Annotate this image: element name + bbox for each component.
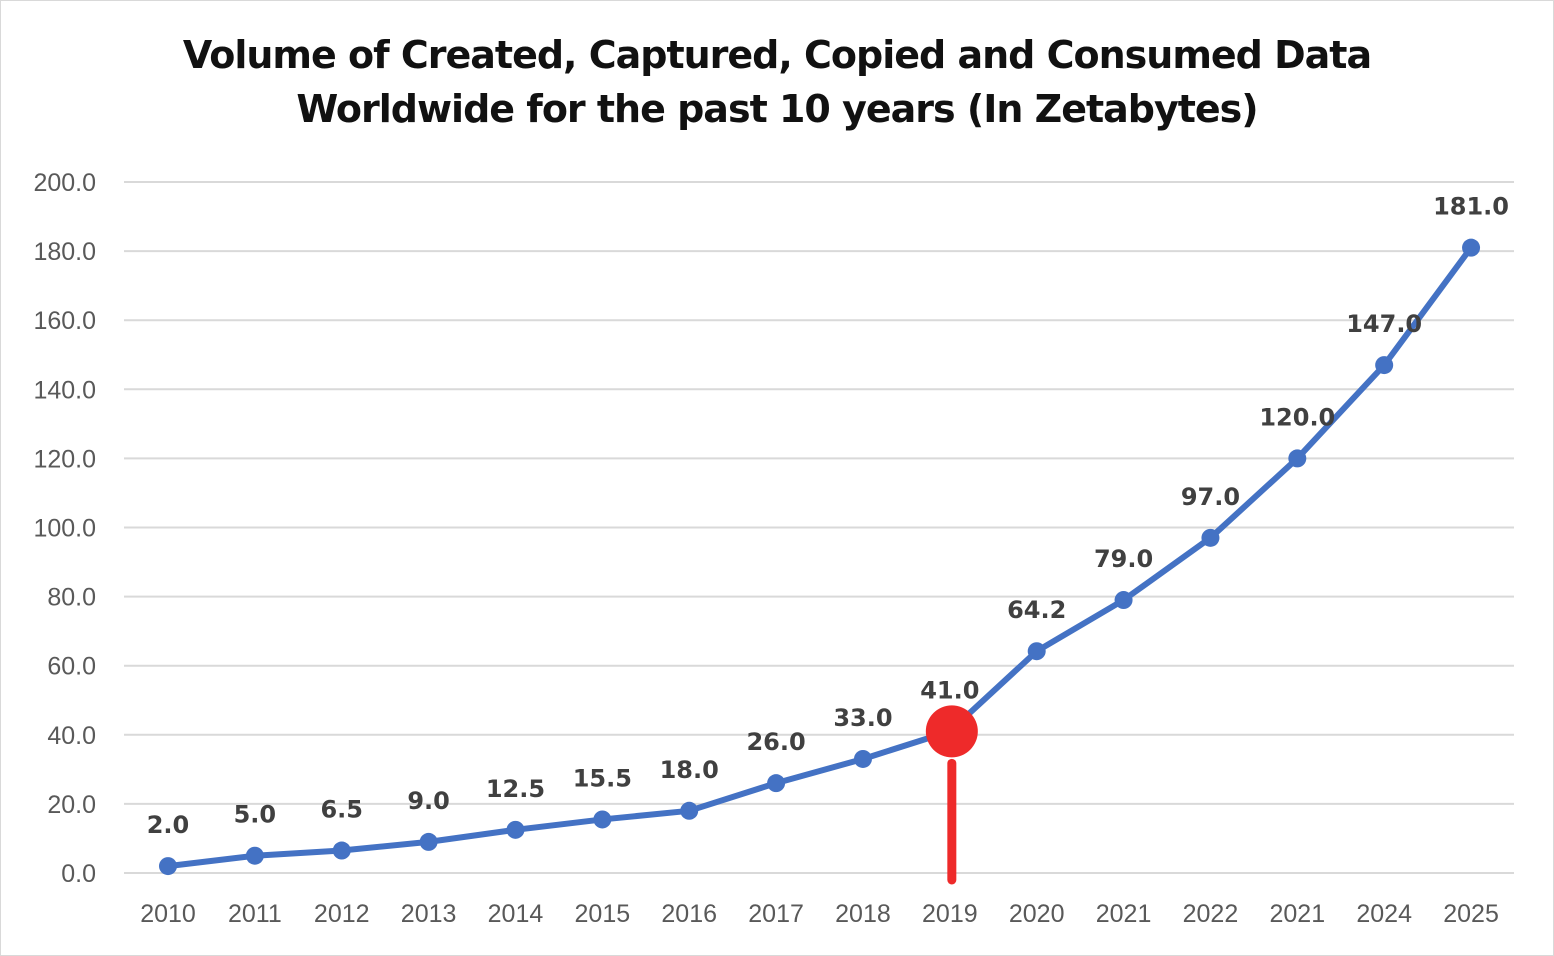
- data-label: 6.5: [320, 796, 363, 824]
- data-label: 18.0: [660, 756, 719, 784]
- y-tick-label: 200.0: [33, 169, 96, 197]
- series-line: [165, 244, 1475, 870]
- data-label: 79.0: [1094, 545, 1153, 573]
- data-label: 9.0: [407, 787, 450, 815]
- x-tick-label: 2019: [922, 900, 978, 928]
- y-tick-label: 40.0: [47, 722, 96, 750]
- y-tick-label: 140.0: [33, 376, 96, 404]
- data-point: [1027, 642, 1046, 661]
- data-point: [159, 857, 177, 876]
- data-label: 181.0: [1433, 193, 1509, 221]
- data-point: [1114, 591, 1133, 610]
- x-tick-label: 2021: [1096, 900, 1152, 928]
- y-tick-label: 120.0: [33, 445, 96, 473]
- data-label: 5.0: [234, 801, 277, 829]
- y-tick-label: 180.0: [33, 238, 96, 266]
- x-tick-label: 2024: [1356, 900, 1412, 928]
- data-label: 120.0: [1259, 403, 1335, 431]
- data-point: [853, 749, 872, 768]
- x-tick-label: 2020: [1009, 900, 1065, 928]
- data-label: 41.0: [920, 676, 979, 704]
- data-point: [1288, 449, 1307, 468]
- x-tick-label: 2010: [140, 900, 196, 928]
- x-tick-label: 2018: [835, 900, 891, 928]
- data-point: [767, 774, 786, 793]
- chart-title-line-2: Worldwide for the past 10 years (In Zeta…: [296, 87, 1258, 131]
- data-point: [680, 801, 699, 820]
- x-tick-label: 2025: [1443, 900, 1499, 928]
- x-tick-label: 2012: [314, 900, 370, 928]
- data-point: [1375, 356, 1394, 375]
- data-label: 97.0: [1181, 483, 1240, 511]
- data-point: [1201, 528, 1220, 547]
- x-axis-tick-labels: 2010 2011 2012 2013 2014 2015 2016 2017 2018 2019…: [140, 900, 1499, 928]
- data-point: [506, 820, 525, 839]
- data-label: 147.0: [1346, 310, 1422, 338]
- x-tick-label: 2013: [401, 900, 457, 928]
- data-label: 12.5: [486, 775, 545, 803]
- y-tick-label: 0.0: [61, 860, 96, 888]
- series-polyline: [165, 244, 1475, 870]
- data-point: [1462, 238, 1481, 257]
- x-tick-label: 2011: [228, 900, 282, 928]
- chart-title: Volume of Created, Captured, Copied and …: [0, 28, 1554, 136]
- x-tick-label: 2015: [575, 900, 631, 928]
- y-tick-label: 60.0: [47, 653, 96, 681]
- data-point: [332, 841, 351, 860]
- x-tick-label: 2014: [488, 900, 544, 928]
- data-point: [419, 832, 438, 851]
- data-label: 2.0: [147, 811, 190, 839]
- x-tick-label: 2017: [748, 900, 804, 928]
- highlight-marker: [925, 705, 978, 885]
- data-point: [593, 810, 612, 829]
- data-point: [245, 846, 264, 865]
- data-label: 15.5: [573, 764, 632, 792]
- data-labels: 2.0 5.0 6.5 9.0 12.5 15.5 18.0 26.0 33.0 41.0 64.2…: [147, 193, 1509, 839]
- y-tick-label: 160.0: [33, 307, 96, 335]
- y-tick-label: 80.0: [47, 584, 96, 612]
- data-label: 26.0: [746, 728, 805, 756]
- y-tick-label: 100.0: [33, 515, 96, 543]
- data-label: 64.2: [1007, 596, 1066, 624]
- data-label: 33.0: [833, 704, 892, 732]
- gridlines: [124, 181, 1514, 874]
- x-tick-label: 2022: [1183, 900, 1239, 928]
- y-tick-label: 20.0: [47, 791, 96, 819]
- chart-title-line-1: Volume of Created, Captured, Copied and …: [182, 33, 1372, 77]
- highlight-dot: [925, 705, 978, 758]
- y-axis-tick-labels: 0.0 20.0 40.0 60.0 80.0 100.0 120.0 140.0 160.0 1…: [33, 169, 96, 888]
- x-tick-label: 2016: [661, 900, 717, 928]
- series-markers: [159, 238, 1481, 876]
- x-tick-label: 2021: [1269, 900, 1325, 928]
